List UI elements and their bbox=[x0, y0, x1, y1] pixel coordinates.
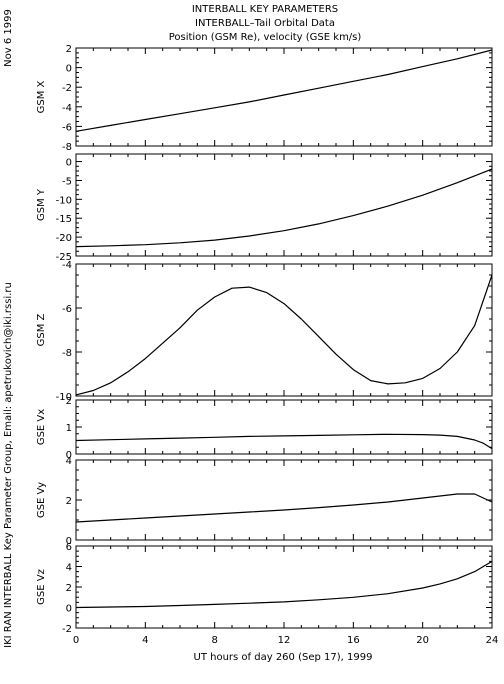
y-tick-label: 2 bbox=[66, 496, 72, 507]
y-tick-label: 0 bbox=[66, 450, 72, 461]
y-tick-label: -4 bbox=[62, 103, 72, 114]
y-axis-label: GSM Z bbox=[36, 313, 47, 346]
series-line bbox=[75, 49, 493, 132]
y-axis-label: GSE Vy bbox=[36, 482, 47, 518]
series-line bbox=[75, 168, 493, 248]
series-line bbox=[75, 433, 493, 450]
panel-frame bbox=[75, 545, 493, 629]
y-tick-label: -25 bbox=[56, 252, 72, 263]
y-tick-label: 4 bbox=[66, 563, 72, 574]
y-tick-label: -2 bbox=[62, 83, 72, 94]
series-line bbox=[75, 560, 493, 609]
title-line-2: INTERBALL–Tail Orbital Data bbox=[195, 18, 335, 29]
side-credit: IKI RAN INTERBALL Key Parameter Group, E… bbox=[3, 282, 14, 648]
title-line-3: Position (GSM Re), velocity (GSE km/s) bbox=[169, 32, 362, 43]
panel-frame bbox=[75, 263, 493, 397]
y-tick-label: 2 bbox=[66, 396, 72, 407]
x-tick-label: 20 bbox=[416, 635, 429, 646]
series-line bbox=[75, 493, 493, 523]
panel-frame bbox=[75, 47, 493, 147]
panel-frame bbox=[75, 459, 493, 541]
y-tick-label: -10 bbox=[56, 392, 72, 403]
y-axis-label: GSM Y bbox=[36, 188, 47, 221]
x-tick-label: 16 bbox=[347, 635, 360, 646]
title-line-1: INTERBALL KEY PARAMETERS bbox=[192, 4, 338, 15]
x-tick-label: 4 bbox=[142, 635, 148, 646]
y-tick-label: 1 bbox=[66, 423, 72, 434]
x-tick-label: 8 bbox=[211, 635, 217, 646]
y-axis-label: GSE Vx bbox=[36, 409, 47, 445]
y-axis-label: GSE Vz bbox=[36, 569, 47, 605]
y-tick-label: -5 bbox=[62, 176, 72, 187]
y-tick-label: -8 bbox=[62, 348, 72, 359]
y-tick-label: 6 bbox=[66, 542, 72, 553]
y-axis-label: GSM X bbox=[36, 80, 47, 113]
y-tick-label: -20 bbox=[56, 233, 72, 244]
series-line bbox=[75, 274, 493, 396]
panel-frame bbox=[75, 153, 493, 257]
y-tick-label: 4 bbox=[66, 456, 72, 467]
y-tick-label: -4 bbox=[62, 260, 72, 271]
y-tick-label: 0 bbox=[66, 158, 72, 169]
y-tick-label: -6 bbox=[62, 122, 72, 133]
y-tick-label: -8 bbox=[62, 142, 72, 153]
x-tick-label: 0 bbox=[73, 635, 79, 646]
y-tick-label: -6 bbox=[62, 304, 72, 315]
side-date: Nov 6 1999 bbox=[3, 9, 14, 67]
y-tick-label: -10 bbox=[56, 195, 72, 206]
y-tick-label: 2 bbox=[66, 583, 72, 594]
x-tick-label: 12 bbox=[278, 635, 291, 646]
y-tick-label: -15 bbox=[56, 214, 72, 225]
y-tick-label: 0 bbox=[66, 536, 72, 547]
y-tick-label: 0 bbox=[66, 604, 72, 615]
x-tick-label: 24 bbox=[486, 635, 499, 646]
y-tick-label: -2 bbox=[62, 624, 72, 635]
panel-frame bbox=[75, 399, 493, 455]
y-tick-label: 2 bbox=[66, 44, 72, 55]
x-axis-label: UT hours of day 260 (Sep 17), 1999 bbox=[194, 652, 373, 663]
y-tick-label: 0 bbox=[66, 64, 72, 75]
